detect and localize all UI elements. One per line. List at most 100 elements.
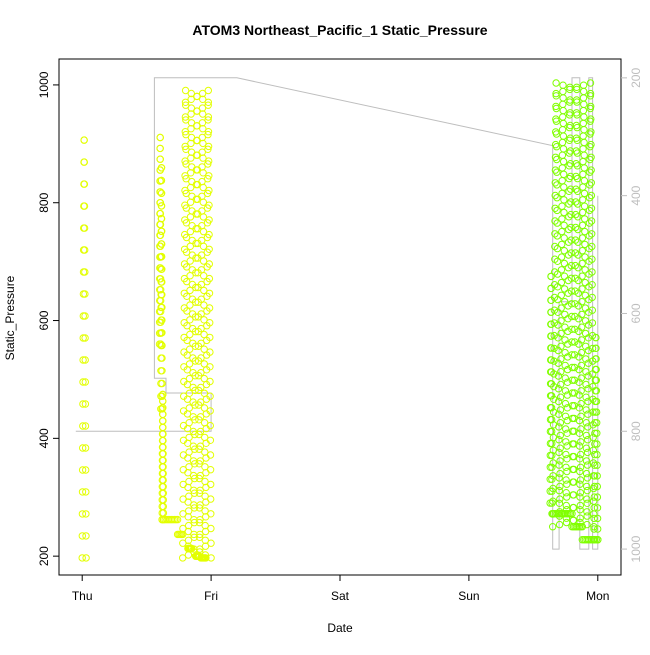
data-point (590, 493, 598, 501)
data-point (551, 230, 559, 238)
data-point (582, 444, 591, 452)
data-point (583, 520, 591, 529)
data-point (553, 194, 561, 202)
data-point (204, 130, 212, 139)
data-point (199, 169, 207, 177)
data-point (574, 264, 582, 272)
y-axis-right: 200 400 600 800 1000 (621, 68, 643, 562)
data-point (561, 399, 570, 408)
data-point (584, 410, 592, 418)
data-point (585, 308, 593, 316)
data-point (199, 242, 208, 251)
data-point (196, 516, 204, 524)
data-point (580, 138, 588, 147)
data-point (181, 98, 190, 107)
data-point (183, 263, 191, 271)
data-point (567, 198, 575, 206)
data-point (549, 408, 558, 416)
data-point (585, 232, 593, 240)
data-point (206, 407, 214, 415)
data-point (183, 277, 191, 286)
data-point (207, 510, 215, 518)
data-point (182, 204, 191, 212)
data-point (561, 387, 570, 395)
data-point (206, 421, 215, 430)
data-point (196, 413, 205, 421)
data-point (575, 378, 583, 386)
data-point (206, 319, 214, 327)
data-point (195, 489, 204, 497)
data-point (196, 457, 205, 465)
data-point (588, 230, 596, 238)
data-point (550, 331, 558, 340)
data-point (588, 344, 597, 353)
data-point (547, 332, 555, 340)
data-point (81, 422, 90, 430)
data-point (206, 377, 214, 386)
data-point (182, 116, 190, 124)
data-point (197, 369, 205, 377)
data-point (204, 116, 212, 124)
data-point (582, 406, 590, 414)
data-point (191, 342, 200, 350)
data-point (555, 499, 564, 507)
data-point (157, 189, 166, 197)
data-point (582, 393, 590, 401)
data-point (556, 393, 565, 401)
data-point (569, 503, 578, 512)
data-point (549, 484, 557, 493)
data-point (573, 98, 581, 106)
data-point (593, 461, 601, 469)
data-point (589, 395, 597, 403)
data-point (567, 236, 575, 244)
data-point (157, 164, 166, 172)
data-point (577, 438, 585, 446)
data-point (562, 514, 571, 522)
data-point (578, 298, 586, 306)
data-point (584, 346, 593, 355)
data-point (548, 451, 556, 460)
data-point (205, 172, 213, 180)
data-point (82, 554, 90, 562)
data-point (80, 136, 88, 144)
data-point (551, 166, 560, 174)
data-point (558, 215, 566, 223)
data-point (576, 463, 585, 471)
data-point (183, 307, 191, 315)
data-point (574, 200, 582, 208)
data-point (555, 486, 563, 495)
data-point (584, 397, 592, 406)
data-point (550, 357, 558, 365)
data-point (550, 319, 558, 327)
data-point (561, 374, 569, 382)
data-point (554, 372, 563, 380)
data-point (578, 259, 586, 268)
data-point (568, 325, 576, 333)
data-point (78, 532, 87, 540)
data-point (574, 289, 583, 297)
data-point (157, 176, 166, 185)
data-point (555, 520, 564, 529)
data-point (573, 162, 582, 170)
data-point (195, 518, 204, 527)
data-point (555, 461, 563, 469)
y-axis-left: 200 400 600 800 1000 (37, 71, 59, 566)
data-point (156, 133, 164, 142)
y-tick-label: 1000 (37, 71, 51, 98)
data-point (81, 290, 89, 298)
data-point (583, 499, 591, 507)
data-point (199, 95, 207, 104)
data-point (580, 151, 588, 159)
data-point (575, 442, 584, 450)
data-point (581, 253, 589, 261)
data-point (204, 128, 213, 136)
data-point (549, 510, 557, 518)
data-point (588, 242, 596, 251)
data-point (548, 463, 556, 471)
data-point (582, 380, 590, 389)
data-point (207, 524, 215, 533)
data-point (179, 524, 187, 533)
data-point (557, 380, 565, 389)
data-point (199, 257, 208, 265)
data-point (204, 142, 213, 151)
